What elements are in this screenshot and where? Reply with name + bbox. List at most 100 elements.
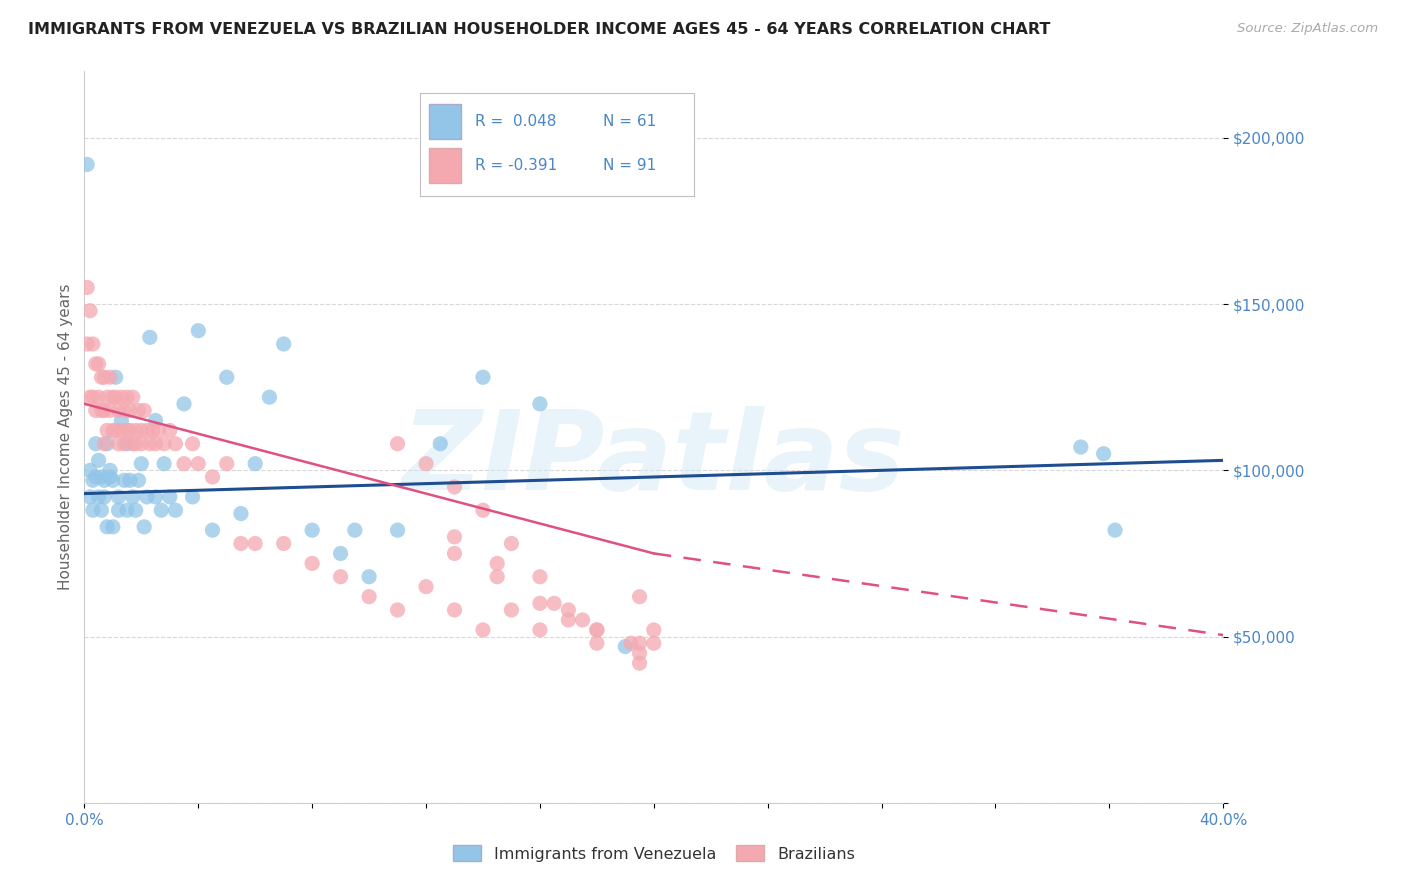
Point (98, 370, 121, 384)
Point (329, 546, 352, 560)
Point (76, 337, 98, 351)
Point (118, 403, 141, 417)
Point (136, 424, 159, 438)
Point (101, 473, 124, 487)
Point (142, 424, 165, 438)
Point (96, 390, 118, 404)
Point (101, 424, 124, 438)
Point (107, 436, 129, 450)
Point (201, 470, 224, 484)
Point (529, 596, 551, 610)
Point (159, 424, 181, 438)
Point (415, 457, 437, 471)
Point (87, 490, 110, 504)
Point (259, 390, 281, 404)
Point (107, 403, 129, 417)
Point (359, 590, 381, 604)
Point (90, 470, 112, 484)
Point (104, 390, 127, 404)
Point (104, 424, 127, 438)
Point (127, 473, 149, 487)
Point (620, 636, 643, 650)
Point (136, 490, 159, 504)
Point (586, 623, 609, 637)
Point (181, 490, 204, 504)
Point (112, 403, 135, 417)
Y-axis label: Householder Income Ages 45 - 64 years: Householder Income Ages 45 - 64 years (58, 284, 73, 591)
Point (145, 490, 167, 504)
Point (118, 424, 141, 438)
Point (87, 453, 110, 467)
Point (501, 536, 523, 550)
Point (121, 390, 143, 404)
Point (643, 623, 665, 637)
Point (229, 507, 252, 521)
Text: ZIPatlas: ZIPatlas (402, 406, 905, 513)
Point (415, 580, 437, 594)
Point (529, 397, 551, 411)
Point (115, 503, 138, 517)
Point (93, 370, 115, 384)
Point (107, 490, 129, 504)
Point (387, 436, 409, 450)
Point (628, 656, 651, 670)
Point (245, 536, 267, 550)
Point (1070, 440, 1092, 454)
Point (643, 636, 665, 650)
Point (110, 390, 132, 404)
Point (273, 337, 295, 351)
Point (82, 503, 104, 517)
Point (273, 536, 295, 550)
Point (557, 613, 579, 627)
Point (173, 397, 195, 411)
Point (159, 490, 181, 504)
Point (139, 330, 162, 344)
Point (79, 390, 101, 404)
Point (118, 473, 141, 487)
Point (201, 523, 224, 537)
Point (1092, 447, 1115, 461)
Point (443, 603, 465, 617)
Point (112, 473, 135, 487)
Point (76, 280, 98, 294)
Point (101, 390, 124, 404)
Point (543, 596, 565, 610)
Point (429, 436, 451, 450)
Legend: Immigrants from Venezuela, Brazilians: Immigrants from Venezuela, Brazilians (446, 838, 862, 868)
Point (472, 623, 495, 637)
Point (301, 523, 323, 537)
Point (586, 623, 609, 637)
Point (96, 520, 118, 534)
Point (614, 640, 637, 654)
Point (173, 457, 195, 471)
Point (153, 436, 176, 450)
Point (110, 424, 132, 438)
Point (387, 603, 409, 617)
Point (165, 436, 187, 450)
Text: IMMIGRANTS FROM VENEZUELA VS BRAZILIAN HOUSEHOLDER INCOME AGES 45 - 64 YEARS COR: IMMIGRANTS FROM VENEZUELA VS BRAZILIAN H… (28, 22, 1050, 37)
Point (131, 436, 153, 450)
Point (145, 436, 167, 450)
Point (329, 570, 352, 584)
Point (76, 157, 98, 171)
Point (90, 503, 112, 517)
Point (90, 370, 112, 384)
Point (82, 390, 104, 404)
Point (98, 403, 121, 417)
Point (443, 530, 465, 544)
Point (529, 570, 551, 584)
Point (110, 413, 132, 427)
Point (124, 503, 146, 517)
Point (486, 557, 509, 571)
Point (84, 470, 107, 484)
Point (165, 503, 187, 517)
Point (571, 613, 593, 627)
Point (101, 520, 124, 534)
Point (90, 403, 112, 417)
Point (124, 436, 146, 450)
Point (343, 523, 366, 537)
Point (93, 490, 115, 504)
Point (150, 503, 173, 517)
Point (153, 457, 176, 471)
Point (121, 436, 143, 450)
